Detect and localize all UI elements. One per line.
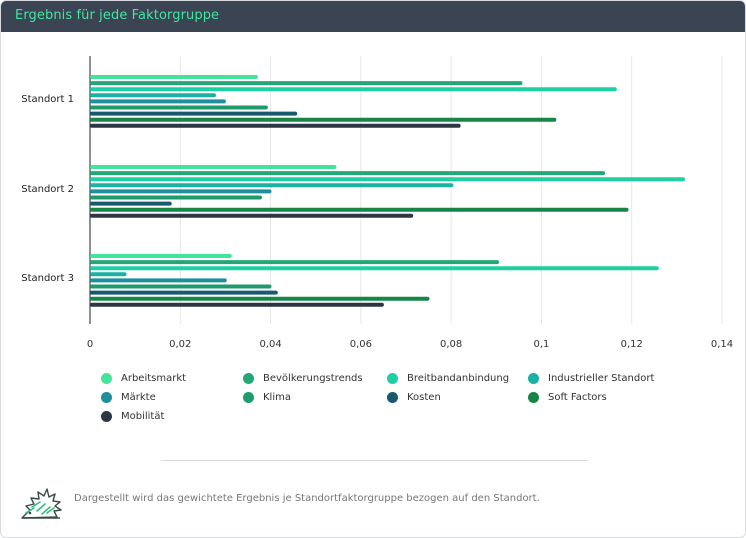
bar[interactable] — [90, 260, 499, 265]
bar[interactable] — [90, 165, 337, 169]
card-header: Ergebnis für jede Faktorgruppe — [1, 1, 745, 32]
bar[interactable] — [90, 117, 557, 122]
bar[interactable] — [90, 183, 454, 188]
card-title: Ergebnis für jede Faktorgruppe — [15, 8, 220, 23]
x-tick-label: 0,14 — [711, 339, 733, 350]
x-tick-label: 0,08 — [440, 339, 462, 350]
legend-label: Breitbandanbindung — [407, 373, 510, 384]
legend-swatch — [387, 392, 398, 403]
bar[interactable] — [90, 105, 268, 110]
x-tick-label: 0 — [87, 339, 93, 350]
legend-swatch — [101, 411, 112, 422]
legend-label: Mobilität — [121, 411, 165, 422]
legend-label: Bevölkerungstrends — [263, 373, 363, 384]
legend-item[interactable]: Mobilität — [101, 411, 164, 422]
x-tick-label: 0,02 — [169, 339, 191, 350]
bar[interactable] — [90, 213, 414, 218]
bar[interactable] — [90, 290, 278, 295]
legend-item[interactable]: Kosten — [387, 392, 441, 403]
legend-swatch — [528, 373, 539, 384]
legend-swatch — [243, 392, 254, 403]
bar[interactable] — [90, 278, 227, 283]
bar[interactable] — [90, 254, 232, 258]
bar[interactable] — [90, 111, 298, 116]
legend-swatch — [101, 392, 112, 403]
bar[interactable] — [90, 272, 127, 277]
bar[interactable] — [90, 87, 617, 92]
legend-item[interactable]: Arbeitsmarkt — [101, 373, 186, 384]
legend-item[interactable]: Märkte — [101, 392, 156, 403]
category-label: Standort 2 — [21, 184, 74, 195]
bar[interactable] — [90, 266, 659, 271]
legend-item[interactable]: Soft Factors — [528, 392, 607, 403]
x-tick-label: 0,06 — [350, 339, 372, 350]
legend-label: Industrieller Standort — [548, 373, 655, 384]
bar[interactable] — [90, 99, 226, 104]
legend-item[interactable]: Bevölkerungstrends — [243, 373, 363, 384]
x-tick-label: 0,04 — [259, 339, 281, 350]
legend-item[interactable]: Klima — [243, 392, 291, 403]
legend-label: Soft Factors — [548, 392, 607, 403]
bar[interactable] — [90, 302, 384, 307]
footer-note: Dargestellt wird das gewichtete Ergebnis… — [74, 493, 540, 504]
bar[interactable] — [90, 171, 606, 176]
legend-swatch — [101, 373, 112, 384]
bar[interactable] — [90, 75, 258, 79]
legend-swatch — [243, 373, 254, 384]
legend-item[interactable]: Breitbandanbindung — [387, 373, 509, 384]
bar[interactable] — [90, 123, 461, 128]
bar[interactable] — [90, 195, 262, 200]
legend-item[interactable]: Industrieller Standort — [528, 373, 654, 384]
legend-label: Kosten — [407, 392, 441, 403]
category-label: Standort 3 — [21, 273, 74, 284]
bar-chart: 0 0,02 0,04 0,06 0,08 0,1 0,12 0,14 Standort 1 St… — [21, 56, 733, 350]
bar[interactable] — [90, 207, 629, 212]
legend-label: Märkte — [121, 392, 156, 403]
bar[interactable] — [90, 201, 172, 206]
bar[interactable] — [90, 296, 430, 301]
x-tick-label: 0,1 — [533, 339, 549, 350]
legend-swatch — [528, 392, 539, 403]
legend-label: Arbeitsmarkt — [121, 373, 187, 384]
bar[interactable] — [90, 93, 216, 98]
category-label: Standort 1 — [21, 94, 74, 105]
bar[interactable] — [90, 284, 272, 289]
bar[interactable] — [90, 189, 272, 194]
divider — [161, 460, 588, 461]
bar[interactable] — [90, 81, 523, 86]
legend-swatch — [387, 373, 398, 384]
hedgehog-logo-icon — [21, 488, 62, 519]
x-tick-label: 0,12 — [621, 339, 643, 350]
legend-label: Klima — [263, 392, 291, 403]
bar[interactable] — [90, 177, 685, 182]
